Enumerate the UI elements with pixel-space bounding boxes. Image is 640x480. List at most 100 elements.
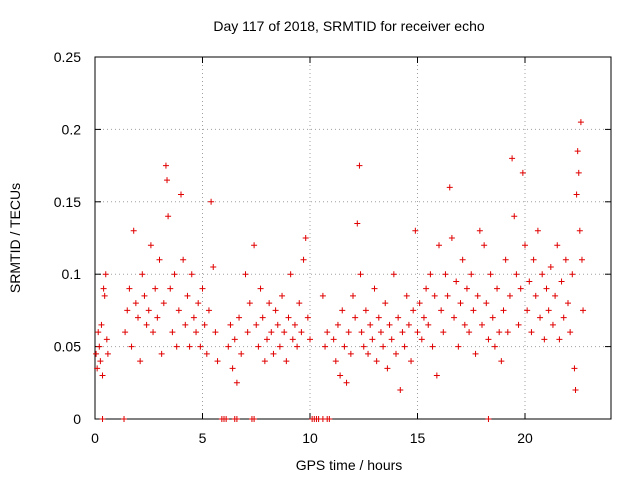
data-point	[431, 292, 438, 299]
data-point	[101, 292, 108, 299]
data-point	[233, 416, 240, 422]
data-point	[233, 379, 240, 386]
data-point	[373, 358, 380, 365]
data-point	[197, 343, 204, 350]
y-tick-label: 0	[73, 411, 81, 427]
data-point	[524, 307, 531, 314]
data-point	[504, 329, 511, 336]
data-point	[356, 162, 363, 169]
data-point	[565, 300, 571, 307]
data-point	[491, 343, 498, 350]
data-point	[457, 300, 464, 307]
data-point	[451, 314, 458, 321]
data-point	[399, 329, 406, 336]
data-point	[436, 242, 442, 249]
data-point	[438, 307, 445, 314]
data-point	[350, 292, 356, 299]
data-point	[472, 350, 479, 357]
data-point	[165, 213, 172, 220]
data-point	[388, 336, 395, 343]
data-point	[99, 372, 106, 379]
data-point	[468, 271, 475, 278]
data-point	[203, 350, 210, 357]
data-point	[274, 321, 281, 328]
data-point	[97, 358, 104, 365]
data-point	[567, 329, 574, 336]
data-point	[395, 314, 402, 321]
data-point	[135, 314, 141, 321]
data-point	[285, 314, 292, 321]
data-point	[479, 321, 485, 328]
data-point	[178, 191, 184, 198]
data-point	[180, 256, 187, 263]
data-point	[562, 256, 569, 263]
data-point	[397, 387, 404, 394]
data-point	[494, 285, 501, 292]
x-tick-label: 5	[199, 430, 207, 446]
data-point	[541, 336, 548, 343]
data-point	[547, 263, 554, 270]
data-point	[556, 336, 563, 343]
data-point	[410, 307, 417, 314]
data-point	[522, 242, 528, 249]
data-point	[326, 416, 333, 422]
data-point	[287, 271, 294, 278]
data-point	[98, 321, 105, 328]
data-point	[147, 242, 154, 249]
data-point	[190, 314, 197, 321]
data-point	[405, 321, 412, 328]
data-point	[223, 416, 230, 422]
data-point	[537, 314, 544, 321]
grid-lines	[95, 57, 611, 419]
data-point	[580, 307, 587, 314]
x-tick-label: 10	[302, 430, 318, 446]
data-point	[384, 365, 391, 372]
data-point	[569, 271, 576, 278]
data-point	[238, 350, 245, 357]
data-point	[270, 350, 277, 357]
data-point	[122, 329, 129, 336]
data-point	[169, 329, 176, 336]
data-point	[186, 343, 193, 350]
data-point	[534, 227, 541, 234]
data-point	[345, 329, 352, 336]
data-point	[231, 336, 238, 343]
data-point	[571, 365, 578, 372]
data-point	[554, 242, 561, 249]
data-point	[360, 343, 367, 350]
data-point	[294, 343, 301, 350]
data-point	[225, 343, 232, 350]
data-point	[201, 321, 208, 328]
data-point	[291, 321, 298, 328]
y-tick-label: 0.15	[54, 194, 81, 210]
y-axis-label: SRMTID / TECUs	[7, 183, 23, 293]
data-point	[423, 285, 430, 292]
data-point	[246, 300, 253, 307]
y-tick-label: 0.2	[62, 121, 82, 137]
data-point	[184, 292, 191, 299]
data-point	[283, 358, 290, 365]
chart-title: Day 117 of 2018, SRMTID for receiver ech…	[213, 18, 485, 34]
data-point	[425, 321, 432, 328]
data-point	[126, 285, 133, 292]
data-point	[281, 329, 288, 336]
data-point	[573, 191, 580, 198]
data-point	[102, 271, 109, 278]
data-point	[382, 300, 389, 307]
data-point	[474, 292, 481, 299]
data-point	[322, 343, 329, 350]
data-point	[412, 227, 419, 234]
data-point	[485, 416, 492, 422]
x-axis-label: GPS time / hours	[296, 457, 403, 473]
data-point	[433, 372, 440, 379]
x-tick-label: 15	[410, 430, 426, 446]
data-point	[552, 292, 559, 299]
data-point	[93, 350, 100, 357]
data-point	[393, 350, 399, 357]
data-point	[289, 336, 296, 343]
data-point	[558, 278, 565, 285]
data-point	[498, 358, 505, 365]
data-point	[511, 213, 518, 220]
data-point	[442, 271, 449, 278]
data-point	[96, 343, 103, 350]
